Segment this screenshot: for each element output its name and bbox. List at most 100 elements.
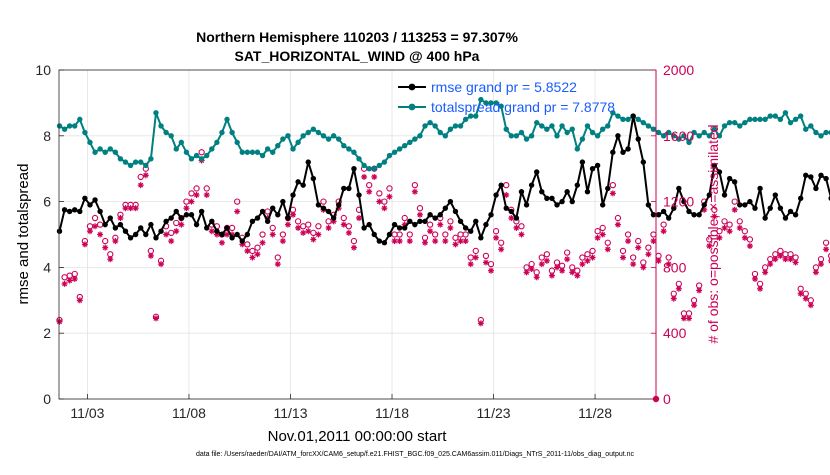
rmse-point: [554, 202, 559, 207]
x-tick-label: 11/13: [273, 405, 307, 421]
rmse-point: [138, 225, 143, 230]
spread-point: [336, 136, 341, 141]
spread-point: [67, 123, 72, 128]
rmse-point: [336, 202, 341, 207]
rmse-point: [580, 159, 585, 164]
obs-assimilated-point: [808, 302, 814, 308]
spread-point: [250, 150, 255, 155]
spread-point: [392, 150, 397, 155]
rmse-point: [158, 229, 163, 234]
obs-assimilated-point: [549, 273, 555, 279]
y-right-tick-label: 1200: [663, 194, 694, 210]
rmse-point: [727, 176, 732, 181]
spread-point: [82, 130, 87, 135]
y-axis-label-left: rmse and totalspread: [15, 164, 32, 305]
y-left-tick-label: 2: [43, 325, 51, 341]
spread-point: [229, 130, 234, 135]
spread-point: [209, 146, 214, 151]
rmse-point: [463, 225, 468, 230]
rmse-point: [92, 197, 97, 202]
spread-point: [179, 140, 184, 145]
spread-point: [260, 153, 265, 158]
obs-assimilated-point: [696, 287, 702, 293]
rmse-point: [762, 215, 767, 220]
spread-point: [372, 166, 377, 171]
obs-possible-point: [697, 283, 702, 288]
obs-assimilated-point: [727, 228, 733, 234]
spread-point: [504, 127, 509, 132]
rmse-point: [651, 212, 656, 217]
obs-possible-point: [773, 252, 778, 257]
rmse-point: [133, 232, 138, 237]
spread-point: [285, 133, 290, 138]
rmse-point: [72, 207, 77, 212]
y-right-tick-label: 2000: [663, 62, 694, 78]
rmse-point: [189, 212, 194, 217]
obs-possible-point: [813, 265, 818, 270]
spread-point: [199, 156, 204, 161]
spread-point: [646, 123, 651, 128]
obs-assimilated-point: [559, 268, 565, 274]
obs-assimilated-point: [600, 232, 606, 238]
obs-possible-point: [686, 311, 691, 316]
spread-point: [189, 156, 194, 161]
rmse-point: [575, 182, 580, 187]
spread-point: [87, 140, 92, 145]
legend-rmse-marker: [409, 84, 416, 91]
obs-possible-point: [757, 281, 762, 286]
spread-point: [118, 156, 123, 161]
rmse-point: [163, 219, 168, 224]
spread-point: [214, 140, 219, 145]
obs-assimilated-point: [803, 296, 809, 302]
rmse-point: [366, 222, 371, 227]
spread-point: [742, 120, 747, 125]
x-axis-label: Nov.01,2011 00:00:00 start: [268, 428, 448, 445]
spread-point: [727, 120, 732, 125]
legend-spread-marker: [409, 104, 416, 111]
rmse-point: [534, 169, 539, 174]
rmse-point: [372, 232, 377, 237]
spread-point: [564, 130, 569, 135]
spread-point: [519, 130, 524, 135]
rmse-point: [458, 219, 463, 224]
spread-point: [270, 150, 275, 155]
rmse-point: [229, 235, 234, 240]
obs-possible-point: [818, 257, 823, 262]
obs-assimilated-point: [686, 315, 692, 321]
rmse-point: [234, 232, 239, 237]
spread-point: [559, 123, 564, 128]
obs-assimilated-point: [590, 255, 596, 261]
obs-possible-point: [671, 291, 676, 296]
obs-possible-point: [783, 252, 788, 257]
rmse-point: [204, 225, 209, 230]
rmse-point: [397, 225, 402, 230]
spread-point: [148, 156, 153, 161]
spread-point: [184, 150, 189, 155]
obs-possible-point: [732, 199, 737, 204]
x-tick-label: 11/08: [172, 405, 206, 421]
rmse-point: [123, 229, 128, 234]
obs-possible-point: [661, 222, 666, 227]
obs-assimilated-point: [524, 269, 530, 275]
plot-area: [59, 70, 656, 399]
obs-assimilated-point: [249, 255, 255, 261]
spread-point: [366, 166, 371, 171]
obs-possible-point: [808, 298, 813, 303]
spread-point: [168, 133, 173, 138]
spread-point: [280, 136, 285, 141]
obs-assimilated-point: [767, 261, 773, 267]
spread-point: [636, 117, 641, 122]
rmse-point: [245, 232, 250, 237]
spread-point: [331, 133, 336, 138]
spread-point: [163, 130, 168, 135]
rmse-point: [803, 173, 808, 178]
rmse-point: [377, 238, 382, 243]
spread-point: [534, 120, 539, 125]
rmse-point: [783, 215, 788, 220]
rmse-point: [168, 215, 173, 220]
obs-possible-point: [778, 248, 783, 253]
spread-point: [651, 127, 656, 132]
rmse-point: [610, 150, 615, 155]
rmse-point: [722, 192, 727, 197]
spread-point: [382, 159, 387, 164]
